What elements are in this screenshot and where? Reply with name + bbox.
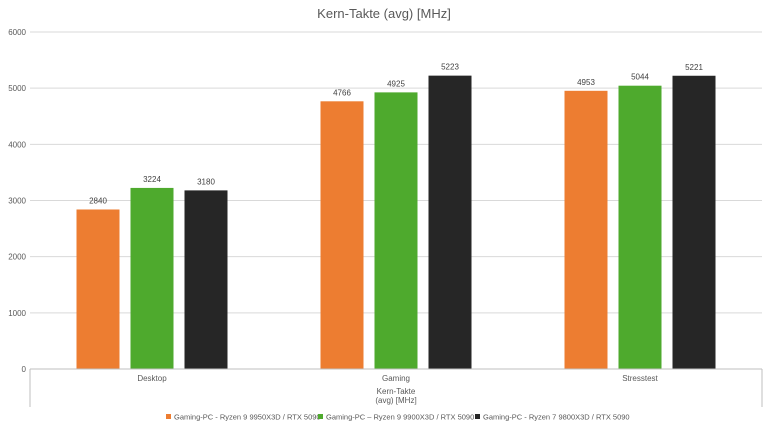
x-tick-label: Desktop (137, 374, 167, 383)
bar (618, 85, 662, 369)
x-tick-label: Gaming (382, 374, 410, 383)
data-label: 4953 (577, 78, 595, 87)
bar (320, 101, 364, 370)
data-label: 2840 (89, 196, 107, 205)
legend-label: Gaming-PC - Ryzen 7 9800X3D / RTX 5090 (483, 413, 630, 422)
data-label: 3224 (143, 175, 161, 184)
bar (184, 190, 228, 369)
legend: Gaming-PC - Ryzen 9 9950X3D / RTX 5090 Ga… (166, 413, 630, 422)
data-label: 3180 (197, 177, 215, 186)
x-axis: Desktop Gaming Stresstest Kern-Takte(avg) [… (29, 368, 763, 407)
y-tick-label: 3000 (8, 197, 26, 206)
data-labels: 2840 3224 3180 4766 4925 5223 4953 5044 5221 (89, 63, 703, 206)
chart-title: Kern-Takte (avg) [MHz] (317, 6, 451, 21)
y-tick-label: 1000 (8, 309, 26, 318)
legend-swatch (475, 414, 480, 419)
y-tick-label: 4000 (8, 140, 26, 149)
y-tick-label: 0 (22, 365, 27, 374)
x-axis-title: Kern-Takte (377, 387, 416, 396)
data-label: 5223 (441, 63, 459, 72)
bar (76, 209, 120, 369)
legend-swatch (318, 414, 323, 419)
bar (130, 187, 174, 369)
x-axis-title: (avg) [MHz] (375, 396, 416, 405)
data-label: 4925 (387, 79, 405, 88)
data-label: 5221 (685, 63, 703, 72)
legend-swatch (166, 414, 171, 419)
y-tick-label: 2000 (8, 253, 26, 262)
data-label: 5044 (631, 73, 649, 82)
y-axis-ticks: 0 1000 2000 3000 4000 5000 6000 (8, 28, 26, 374)
bar (672, 75, 716, 369)
y-tick-label: 5000 (8, 84, 26, 93)
data-label: 4766 (333, 88, 351, 97)
bar (374, 92, 418, 370)
bar (564, 90, 608, 369)
x-tick-label: Stresstest (622, 374, 658, 383)
legend-label: Gaming-PC – Ryzen 9 9900X3D / RTX 5090 (326, 413, 474, 422)
legend-label: Gaming-PC - Ryzen 9 9950X3D / RTX 5090 (174, 413, 321, 422)
bar (428, 75, 472, 369)
bars (76, 75, 716, 370)
y-tick-label: 6000 (8, 28, 26, 37)
